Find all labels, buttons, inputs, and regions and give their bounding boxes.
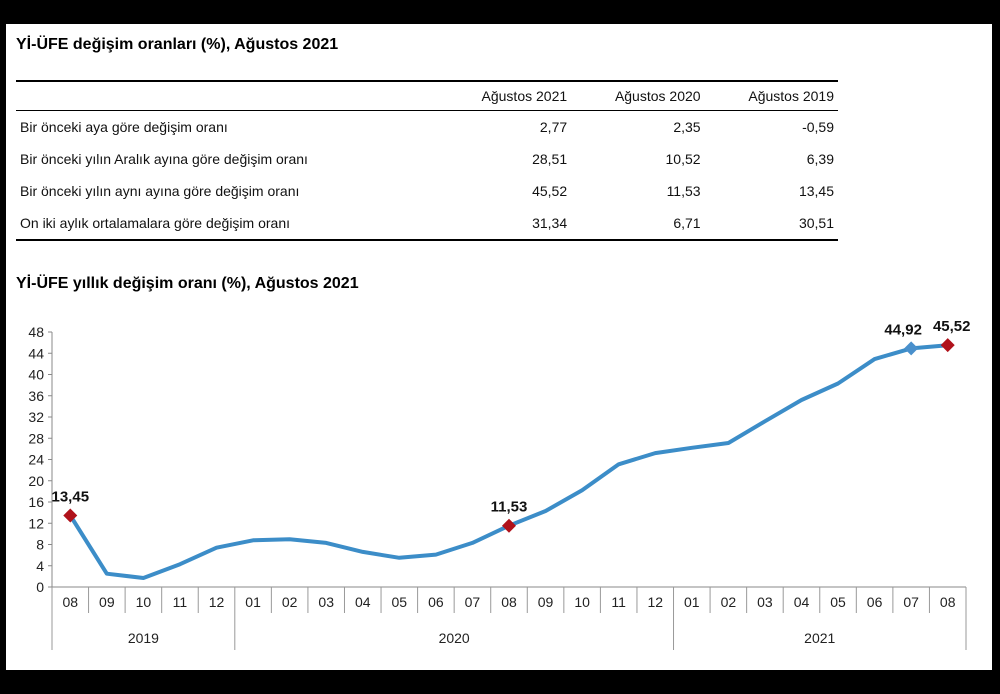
x-tick-label: 09: [99, 594, 115, 610]
x-tick-label: 07: [465, 594, 481, 610]
x-tick-label: 02: [282, 594, 298, 610]
chart-title: Yİ-ÜFE yıllık değişim oranı (%), Ağustos…: [16, 275, 359, 292]
y-tick-label: 4: [36, 558, 44, 574]
cell-value: 2,35: [673, 119, 701, 135]
data-point-marker: [940, 338, 955, 353]
year-label: 2020: [439, 630, 470, 646]
y-tick-label: 32: [28, 409, 44, 425]
x-tick-label: 10: [574, 594, 590, 610]
report-panel: Yİ-ÜFE değişim oranları (%), Ağustos 202…: [6, 24, 992, 670]
y-tick-label: 8: [36, 537, 44, 553]
y-tick-label: 0: [36, 579, 44, 595]
cell-value: 6,71: [673, 215, 701, 231]
y-tick-label: 28: [28, 430, 44, 446]
x-tick-label: 01: [684, 594, 700, 610]
table-row: On iki aylık ortalamalara göre değişim o…: [16, 207, 838, 240]
x-tick-label: 05: [830, 594, 846, 610]
x-tick-label: 07: [903, 594, 919, 610]
x-tick-label: 08: [501, 594, 517, 610]
cell-value: 11,53: [666, 183, 701, 199]
change-rates-table: Ağustos 2021 Ağustos 2020 Ağustos 2019 B…: [16, 80, 838, 241]
cell-value: 45,52: [532, 183, 568, 199]
y-tick-label: 12: [28, 515, 44, 531]
table-row: Bir önceki yılın Aralık ayına göre değiş…: [16, 143, 838, 175]
x-tick-label: 10: [136, 594, 152, 610]
cell-value: 28,51: [532, 151, 568, 167]
y-tick-label: 20: [28, 473, 44, 489]
y-tick-label: 36: [28, 388, 44, 404]
cell-value: 13,45: [798, 183, 834, 199]
data-label: 44,92: [884, 321, 922, 338]
x-tick-label: 11: [611, 594, 626, 610]
x-tick-label: 02: [721, 594, 737, 610]
table-title: Yİ-ÜFE değişim oranları (%), Ağustos 202…: [16, 36, 339, 53]
x-tick-label: 08: [940, 594, 956, 610]
cell-value: -0,59: [802, 119, 834, 135]
cell-value: 6,39: [806, 151, 834, 167]
header-aug-2019: Ağustos 2019: [748, 88, 834, 104]
cell-value: 10,52: [665, 151, 701, 167]
table-row: Bir önceki yılın aynı ayına göre değişim…: [16, 175, 838, 207]
x-tick-label: 12: [647, 594, 663, 610]
x-tick-label: 01: [245, 594, 261, 610]
data-label: 45,52: [933, 318, 971, 335]
x-tick-label: 05: [392, 594, 408, 610]
x-tick-label: 03: [318, 594, 334, 610]
cell-value: 2,77: [539, 119, 568, 135]
x-tick-label: 09: [538, 594, 554, 610]
cell-value: 30,51: [798, 215, 834, 231]
cell-value: 31,34: [532, 215, 568, 231]
x-tick-label: 04: [794, 594, 810, 610]
x-tick-label: 03: [757, 594, 773, 610]
table-header-row: Ağustos 2021 Ağustos 2020 Ağustos 2019: [16, 81, 838, 111]
row-label: Bir önceki aya göre değişim oranı: [20, 119, 228, 135]
header-aug-2020: Ağustos 2020: [614, 88, 701, 104]
x-tick-label: 04: [355, 594, 371, 610]
data-label: 11,53: [491, 499, 528, 516]
data-point-marker: [502, 518, 516, 533]
y-tick-label: 44: [28, 345, 44, 361]
x-tick-label: 06: [428, 594, 444, 610]
y-tick-label: 40: [28, 367, 44, 383]
x-tick-label: 06: [867, 594, 883, 610]
x-tick-label: 12: [209, 594, 225, 610]
x-tick-label: 08: [62, 594, 78, 610]
data-point-marker: [904, 341, 919, 356]
row-label: On iki aylık ortalamalara göre değişim o…: [20, 215, 291, 231]
y-tick-label: 16: [28, 494, 44, 510]
y-tick-label: 24: [28, 452, 44, 468]
data-point-marker: [63, 508, 78, 523]
series-line: [68, 343, 950, 580]
y-tick-label: 48: [28, 324, 44, 340]
data-label: 13,45: [52, 489, 90, 506]
header-aug-2021: Ağustos 2021: [481, 88, 568, 104]
x-tick-label: 11: [173, 594, 188, 610]
year-label: 2019: [128, 630, 159, 646]
table-row: Bir önceki aya göre değişim oranı 2,77 2…: [16, 111, 838, 144]
year-label: 2021: [804, 630, 835, 646]
row-label: Bir önceki yılın aynı ayına göre değişim…: [20, 183, 300, 199]
row-label: Bir önceki yılın Aralık ayına göre değiş…: [20, 151, 308, 167]
